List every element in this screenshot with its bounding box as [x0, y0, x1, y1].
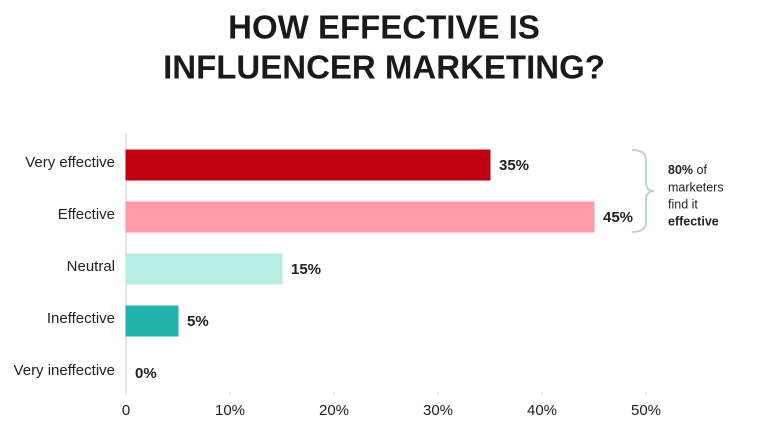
value-label: 45%	[603, 209, 633, 226]
value-label: 5%	[187, 313, 209, 330]
bar	[125, 305, 179, 337]
value-label: 35%	[499, 157, 529, 174]
x-tick-label: 50%	[631, 402, 661, 419]
y-tick-label: Effective	[58, 206, 115, 223]
x-tick-label: 20%	[319, 402, 349, 419]
x-tick-label: 30%	[423, 402, 453, 419]
y-tick-label: Ineffective	[47, 310, 115, 327]
annotation: 80% of	[668, 163, 707, 177]
annotation-text: of	[697, 163, 708, 177]
x-tick-label: 40%	[527, 402, 557, 419]
y-tick-label: Neutral	[67, 258, 115, 275]
y-tick-label: Very ineffective	[14, 362, 115, 379]
annotation-text: effective	[668, 214, 719, 228]
chart-title: HOW EFFECTIVE IS	[228, 9, 540, 46]
chart-title: INFLUENCER MARKETING?	[163, 49, 605, 86]
x-tick-label: 10%	[215, 402, 245, 419]
value-label: 15%	[291, 261, 321, 278]
y-tick-label: Very effective	[25, 154, 115, 171]
annotation-text: find it	[668, 197, 698, 211]
bar	[125, 149, 491, 181]
bar	[125, 253, 283, 285]
bar	[125, 201, 595, 233]
value-label: 0%	[135, 365, 157, 382]
annotation-text: marketers	[668, 180, 724, 194]
bracket	[631, 149, 655, 233]
annotation-text: 80%	[668, 163, 693, 177]
x-tick-label: 0	[122, 402, 130, 419]
